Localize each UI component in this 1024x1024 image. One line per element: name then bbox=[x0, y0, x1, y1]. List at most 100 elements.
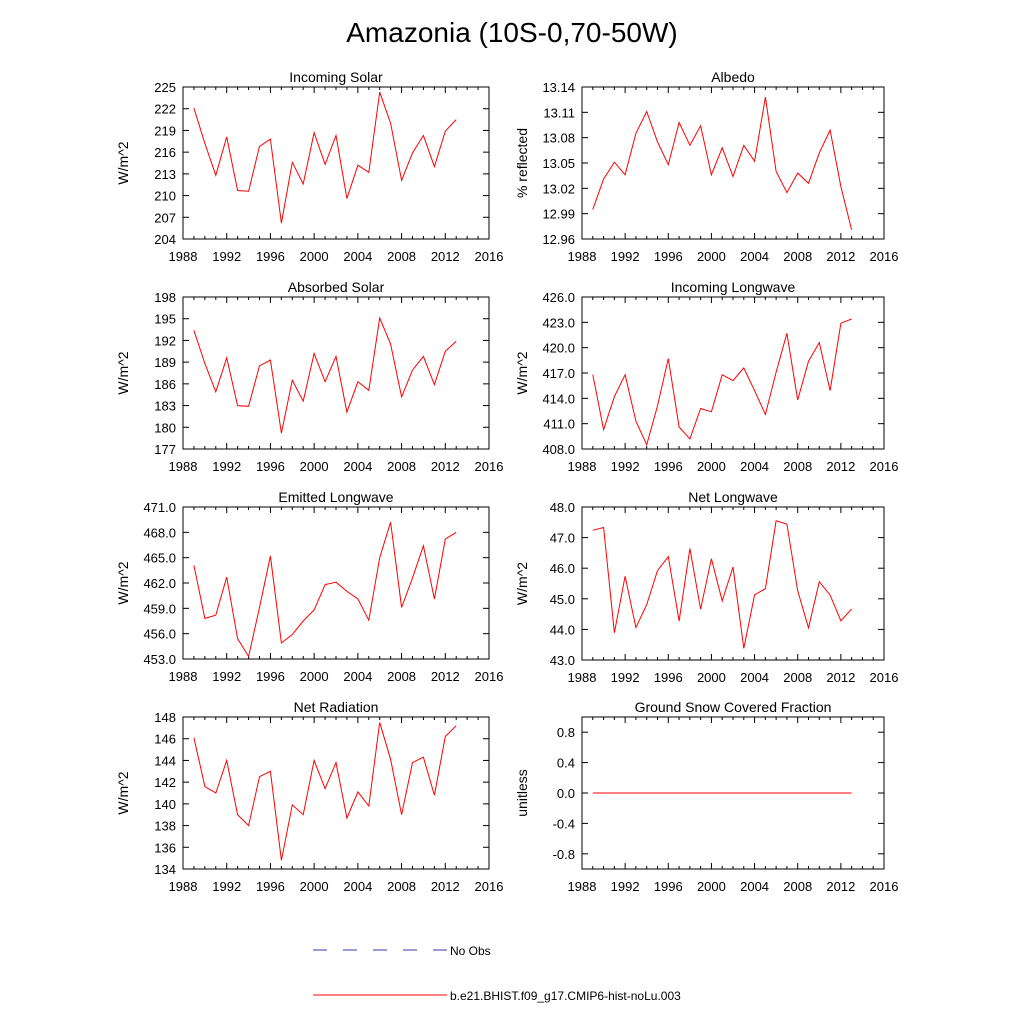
emitted-longwave-plot-frame bbox=[182, 506, 490, 660]
absorbed-solar-xtick-label: 1996 bbox=[256, 459, 285, 474]
absorbed-solar-plot-frame bbox=[182, 296, 490, 450]
absorbed-solar-ylabel: W/m^2 bbox=[115, 351, 131, 394]
panel-net-radiation: Net Radiation 1988 1992 1996 2000 2004 2008 201… bbox=[115, 699, 503, 894]
albedo-xtick-label: 2000 bbox=[697, 249, 726, 264]
incoming-longwave-ytick-label: 411.0 bbox=[543, 417, 575, 432]
emitted-longwave-xtick-label: 1996 bbox=[256, 669, 285, 684]
emitted-longwave-xtick-label: 2004 bbox=[343, 669, 372, 684]
albedo-xtick-label: 2016 bbox=[870, 249, 899, 264]
net-radiation-ytick-label: 134 bbox=[154, 862, 176, 877]
absorbed-solar-xtick-label: 2000 bbox=[300, 459, 329, 474]
net-radiation-ytick-label: 144 bbox=[154, 753, 176, 768]
net-longwave-ytick-label: 48.0 bbox=[550, 500, 575, 515]
incoming-longwave-xtick-label: 1992 bbox=[611, 459, 640, 474]
emitted-longwave-xtick-label: 2000 bbox=[300, 669, 329, 684]
absorbed-solar-ytick-label: 198 bbox=[154, 290, 176, 305]
ground-snow-covered-fraction-ytick-label: 0.4 bbox=[557, 756, 575, 771]
panel-incoming-solar: Incoming Solar 1988 1992 1996 2000 2004 2008 20… bbox=[115, 69, 503, 264]
incoming-solar-ytick-label: 210 bbox=[154, 189, 176, 204]
net-longwave-xtick-label: 1992 bbox=[611, 670, 640, 685]
incoming-longwave-xtick-label: 1988 bbox=[568, 459, 597, 474]
emitted-longwave-ytick-label: 459.0 bbox=[143, 601, 176, 616]
incoming-longwave-series-line bbox=[592, 318, 852, 447]
ground-snow-covered-fraction-xtick-label: 1988 bbox=[568, 879, 597, 894]
incoming-solar-xtick-label: 2016 bbox=[475, 249, 504, 264]
albedo-ytick-label: 12.96 bbox=[542, 232, 575, 247]
net-longwave-xtick-label: 1996 bbox=[654, 670, 683, 685]
net-longwave-ytick-label: 46.0 bbox=[550, 561, 575, 576]
emitted-longwave-ylabel: W/m^2 bbox=[115, 561, 131, 604]
net-radiation-xtick-label: 2008 bbox=[387, 879, 416, 894]
net-radiation-xtick-label: 2012 bbox=[431, 879, 460, 894]
absorbed-solar-xtick-label: 1988 bbox=[169, 459, 198, 474]
albedo-plot-frame bbox=[581, 86, 885, 240]
ground-snow-covered-fraction-title: Ground Snow Covered Fraction bbox=[635, 699, 832, 715]
net-radiation-plot-frame bbox=[182, 716, 490, 870]
net-longwave-plot-frame bbox=[581, 506, 885, 661]
emitted-longwave-xtick-label: 1988 bbox=[169, 669, 198, 684]
albedo-xtick-label: 2012 bbox=[826, 249, 855, 264]
absorbed-solar-series-line bbox=[193, 316, 457, 434]
albedo-series-line bbox=[592, 97, 853, 230]
ground-snow-covered-fraction-ylabel: unitless bbox=[514, 769, 530, 816]
legend-model-label: b.e21.BHIST.f09_g17.CMIP6-hist-noLu.003 bbox=[450, 989, 681, 1003]
emitted-longwave-xtick-label: 2012 bbox=[431, 669, 460, 684]
incoming-solar-xtick-label: 1992 bbox=[212, 249, 241, 264]
net-radiation-ytick-label: 138 bbox=[154, 819, 176, 834]
absorbed-solar-ytick-label: 192 bbox=[154, 333, 176, 348]
net-radiation-ytick-label: 140 bbox=[154, 797, 176, 812]
incoming-longwave-xtick-label: 1996 bbox=[654, 459, 683, 474]
incoming-solar-xtick-label: 2008 bbox=[387, 249, 416, 264]
figure-title: Amazonia (10S-0,70-50W) bbox=[346, 17, 677, 48]
panel-absorbed-solar: Absorbed Solar 1988 1992 1996 2000 2004 2008 20… bbox=[115, 279, 503, 474]
albedo-title: Albedo bbox=[711, 69, 755, 85]
incoming-longwave-ytick-label: 408.0 bbox=[542, 442, 575, 457]
net-longwave-xtick-label: 2000 bbox=[697, 670, 726, 685]
emitted-longwave-xtick-label: 1992 bbox=[212, 669, 241, 684]
incoming-longwave-ytick-label: 426.0 bbox=[542, 290, 575, 305]
incoming-longwave-plot-frame bbox=[581, 296, 885, 450]
ground-snow-covered-fraction-xtick-label: 1996 bbox=[654, 879, 683, 894]
albedo-ytick-label: 12.99 bbox=[542, 207, 575, 222]
albedo-ytick-label: 13.02 bbox=[542, 181, 575, 196]
net-longwave-xtick-label: 2008 bbox=[783, 670, 812, 685]
net-radiation-xtick-label: 1992 bbox=[212, 879, 241, 894]
legend: No Obs b.e21.BHIST.f09_g17.CMIP6-hist-no… bbox=[313, 944, 681, 1003]
ground-snow-covered-fraction-xtick-label: 2008 bbox=[783, 879, 812, 894]
incoming-solar-ytick-label: 207 bbox=[154, 210, 176, 225]
incoming-solar-plot-frame bbox=[182, 86, 490, 240]
net-radiation-ytick-label: 148 bbox=[154, 710, 176, 725]
albedo-xtick-label: 1996 bbox=[654, 249, 683, 264]
net-longwave-ylabel: W/m^2 bbox=[514, 562, 530, 605]
net-radiation-title: Net Radiation bbox=[294, 699, 379, 715]
ground-snow-covered-fraction-ytick-label: 0.8 bbox=[557, 725, 575, 740]
incoming-solar-title: Incoming Solar bbox=[289, 69, 383, 85]
emitted-longwave-ytick-label: 456.0 bbox=[143, 627, 176, 642]
incoming-longwave-ylabel: W/m^2 bbox=[514, 351, 530, 394]
net-longwave-ytick-label: 45.0 bbox=[550, 592, 575, 607]
ground-snow-covered-fraction-ytick-label: -0.8 bbox=[553, 847, 575, 862]
incoming-solar-xtick-label: 2004 bbox=[343, 249, 372, 264]
incoming-solar-ytick-label: 222 bbox=[154, 102, 176, 117]
incoming-longwave-title: Incoming Longwave bbox=[671, 279, 796, 295]
emitted-longwave-xtick-label: 2008 bbox=[387, 669, 416, 684]
net-longwave-ytick-label: 43.0 bbox=[550, 653, 575, 668]
incoming-longwave-ytick-label: 417.0 bbox=[542, 366, 575, 381]
absorbed-solar-xtick-label: 2012 bbox=[431, 459, 460, 474]
net-radiation-xtick-label: 2016 bbox=[475, 879, 504, 894]
albedo-ytick-label: 13.08 bbox=[542, 131, 575, 146]
absorbed-solar-xtick-label: 2008 bbox=[387, 459, 416, 474]
net-longwave-xtick-label: 2012 bbox=[826, 670, 855, 685]
net-longwave-ytick-label: 44.0 bbox=[550, 622, 575, 637]
emitted-longwave-ytick-label: 453.0 bbox=[143, 652, 176, 667]
net-radiation-xtick-label: 2000 bbox=[300, 879, 329, 894]
emitted-longwave-ytick-label: 462.0 bbox=[143, 576, 176, 591]
net-radiation-ytick-label: 142 bbox=[154, 775, 176, 790]
emitted-longwave-title: Emitted Longwave bbox=[278, 489, 393, 505]
ground-snow-covered-fraction-xtick-label: 2012 bbox=[826, 879, 855, 894]
absorbed-solar-ytick-label: 183 bbox=[154, 399, 176, 414]
absorbed-solar-xtick-label: 1992 bbox=[212, 459, 241, 474]
ground-snow-covered-fraction-ytick-label: 0.0 bbox=[557, 786, 575, 801]
ground-snow-covered-fraction-xtick-label: 2000 bbox=[697, 879, 726, 894]
